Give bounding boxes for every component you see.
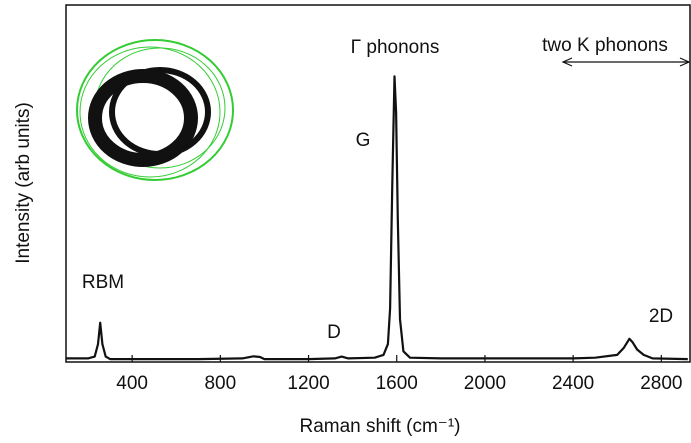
y-axis-label: Intensity (arb units) (13, 102, 34, 264)
x-tick-label: 400 (116, 373, 148, 394)
double-arrow (561, 57, 691, 67)
x-tick-label: 2400 (552, 373, 594, 394)
x-axis-label: Raman shift (cm⁻¹) (300, 416, 461, 437)
x-tick-label: 1600 (376, 373, 418, 394)
x-tick-label: 2800 (640, 373, 682, 394)
x-tick-label: 1200 (287, 373, 329, 394)
annotation: two K phonons (542, 35, 668, 56)
spectrum-line (66, 75, 688, 361)
annotation: G (356, 130, 371, 151)
annotation: Γ phonons (351, 37, 440, 58)
annotation: 2D (649, 306, 673, 327)
x-tick-label: 800 (204, 373, 236, 394)
annotation: D (327, 322, 341, 343)
x-tick-label: 2000 (464, 373, 506, 394)
nanotube-icon (76, 39, 234, 181)
plot-frame (65, 4, 691, 363)
annotation: RBM (82, 272, 124, 293)
